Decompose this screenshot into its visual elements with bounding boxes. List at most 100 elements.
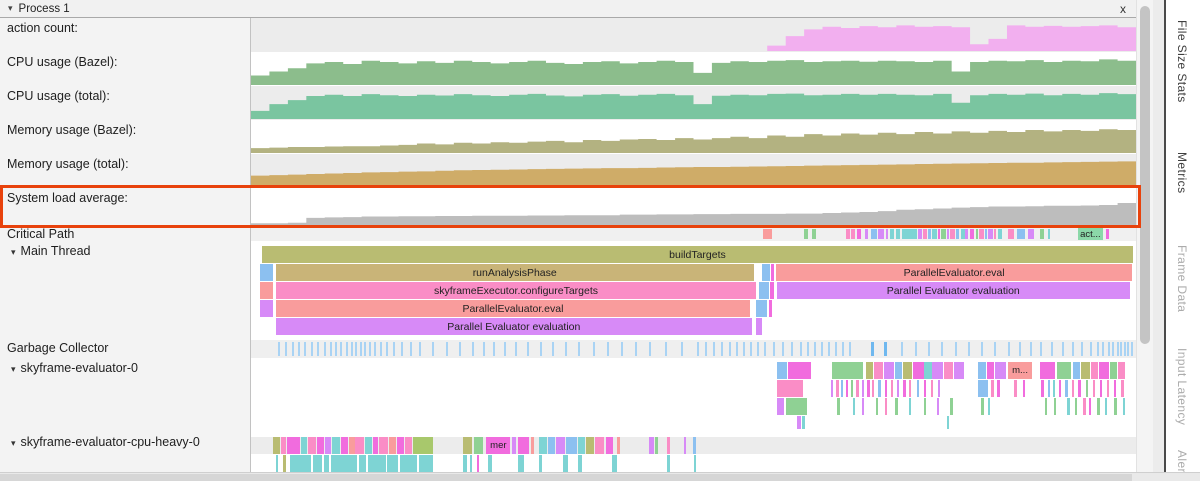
skyframe-evaluator-0-slice[interactable] [988, 398, 991, 415]
gc-event-tick[interactable] [790, 342, 793, 356]
track-area-cpu-usage-total[interactable] [251, 86, 1136, 120]
gc-event-tick[interactable] [757, 342, 760, 356]
skyframe-evaluator-0-slice[interactable] [953, 362, 965, 379]
skyframe-evaluator-0-slice[interactable] [776, 380, 804, 397]
skyframe-evaluator-cpu-heavy-0-slice[interactable] [379, 437, 389, 454]
skyframe-evaluator-0-slice[interactable] [909, 380, 912, 397]
skyframe-evaluator-cpu-heavy-0-slice[interactable] [548, 437, 556, 454]
skyframe-evaluator-0-slice[interactable] [924, 362, 932, 379]
gc-event-tick[interactable] [359, 342, 362, 356]
gc-event-tick[interactable] [277, 342, 280, 356]
skyframe-evaluator-cpu-heavy-0-slice[interactable] [585, 437, 595, 454]
skyframe-evaluator-cpu-heavy-0-slice[interactable] [666, 437, 671, 454]
skyframe-evaluator-0-slice[interactable] [1122, 398, 1126, 415]
skyframe-evaluator-cpu-heavy-0-slice[interactable] [683, 437, 687, 454]
critical-path-slice[interactable] [878, 229, 884, 239]
skyframe-evaluator-0-slice[interactable] [978, 380, 989, 397]
track-area-skyframe-evaluator-cpu-heavy-0[interactable]: mer [251, 432, 1136, 472]
gc-event-tick[interactable] [1040, 342, 1043, 356]
gc-event-tick[interactable] [311, 342, 314, 356]
skyframe-evaluator-cpu-heavy-0-slice[interactable] [301, 437, 307, 454]
skyframe-evaluator-cpu-heavy-0-slice[interactable] [469, 455, 473, 472]
track-area-system-load-average[interactable] [251, 188, 1136, 227]
gc-event-tick[interactable] [681, 342, 684, 356]
skyframe-evaluator-cpu-heavy-0-slice[interactable] [518, 437, 529, 454]
critical-path-slice[interactable] [857, 229, 861, 239]
skyframe-evaluator-0-slice[interactable] [1098, 362, 1110, 379]
main-thread-slice[interactable] [758, 282, 769, 299]
skyframe-evaluator-0-slice[interactable] [946, 416, 950, 429]
skyframe-evaluator-cpu-heavy-0-slice[interactable] [404, 437, 413, 454]
main-thread-slice[interactable] [771, 264, 775, 281]
critical-path-slice[interactable] [965, 229, 968, 239]
gc-event-tick[interactable] [297, 342, 300, 356]
main-thread-slice[interactable] [770, 282, 775, 299]
skyframe-evaluator-cpu-heavy-0-slice[interactable] [488, 455, 492, 472]
gc-event-tick[interactable] [1029, 342, 1032, 356]
gc-event-tick[interactable] [335, 342, 338, 356]
critical-path-slice[interactable] [922, 229, 928, 239]
gc-event-tick[interactable] [635, 342, 638, 356]
skyframe-evaluator-cpu-heavy-0-slice-mer[interactable]: mer [486, 437, 511, 454]
gc-event-tick[interactable] [1019, 342, 1022, 356]
main-thread-slice[interactable] [756, 318, 762, 335]
skyframe-evaluator-0-slice[interactable] [797, 416, 801, 429]
gc-event-tick[interactable] [981, 342, 984, 356]
skyframe-evaluator-0-slice[interactable] [1078, 380, 1082, 397]
collapse-icon[interactable]: ▾ [8, 3, 13, 13]
skyframe-evaluator-0-slice[interactable] [890, 380, 894, 397]
skyframe-evaluator-0-slice[interactable] [1085, 380, 1088, 397]
cpu_bazel-chart[interactable] [251, 57, 1136, 85]
skyframe-evaluator-0-slice[interactable] [1106, 380, 1110, 397]
skyframe-evaluator-0-slice[interactable] [788, 362, 812, 379]
skyframe-evaluator-cpu-heavy-0-slice[interactable] [616, 437, 621, 454]
skyframe-evaluator-0-slice[interactable] [1082, 398, 1086, 415]
gc-event-tick[interactable] [1107, 342, 1110, 356]
skyframe-evaluator-0-slice[interactable] [1041, 380, 1044, 397]
skyframe-evaluator-cpu-heavy-0-slice[interactable] [325, 437, 331, 454]
skyframe-evaluator-cpu-heavy-0-slice[interactable] [419, 455, 434, 472]
main-thread-slice[interactable] [259, 264, 274, 281]
skyframe-evaluator-0-slice[interactable] [776, 362, 788, 379]
main-thread-slice-parallelevaluator-eval[interactable]: ParallelEvaluator.eval [775, 264, 1133, 281]
gc-event-tick[interactable] [1112, 342, 1115, 356]
gc-event-tick[interactable] [504, 342, 507, 356]
main-thread-slice-buildtargets[interactable]: buildTargets [261, 246, 1134, 263]
vertical-scrollbar-thumb[interactable] [1140, 6, 1150, 344]
skyframe-evaluator-0-slice[interactable] [1073, 362, 1081, 379]
skyframe-evaluator-cpu-heavy-0-slice[interactable] [281, 437, 287, 454]
skyframe-evaluator-0-slice[interactable] [884, 398, 887, 415]
skyframe-evaluator-0-slice[interactable] [872, 380, 875, 397]
skyframe-evaluator-cpu-heavy-0-slice[interactable] [530, 437, 535, 454]
gc-event-tick[interactable] [380, 342, 383, 356]
main-thread-slice-runanalysisphase[interactable]: runAnalysisPhase [275, 264, 754, 281]
collapse-icon[interactable]: ▾ [11, 438, 16, 448]
skyframe-evaluator-cpu-heavy-0-slice[interactable] [397, 437, 405, 454]
skyframe-evaluator-cpu-heavy-0-slice[interactable] [538, 437, 548, 454]
gc-event-tick[interactable] [1072, 342, 1075, 356]
gc-event-tick[interactable] [835, 342, 838, 356]
skyframe-evaluator-0-slice[interactable] [930, 380, 934, 397]
skyframe-evaluator-cpu-heavy-0-slice[interactable] [612, 455, 617, 472]
sidebar-tab-input-latency[interactable]: Input Latency [1175, 348, 1189, 426]
skyframe-evaluator-cpu-heavy-0-slice[interactable] [649, 437, 654, 454]
skyframe-evaluator-0-slice[interactable] [874, 362, 883, 379]
skyframe-evaluator-0-slice[interactable] [1074, 398, 1077, 415]
critical-path-slice[interactable] [870, 229, 877, 239]
skyframe-evaluator-cpu-heavy-0-slice[interactable] [476, 455, 479, 472]
track-area-skyframe-evaluator-0[interactable]: m... [251, 358, 1136, 432]
gc-event-tick[interactable] [565, 342, 568, 356]
gc-event-tick[interactable] [967, 342, 970, 356]
gc-event-tick[interactable] [1081, 342, 1084, 356]
skyframe-evaluator-0-slice[interactable] [883, 362, 895, 379]
vertical-scrollbar[interactable] [1136, 0, 1153, 472]
critical-path-slice[interactable] [762, 229, 773, 239]
skyframe-evaluator-0-slice[interactable] [1039, 362, 1056, 379]
gc-event-tick[interactable] [410, 342, 413, 356]
gc-event-tick[interactable] [849, 342, 852, 356]
skyframe-evaluator-cpu-heavy-0-slice[interactable] [578, 455, 582, 472]
skyframe-evaluator-0-slice[interactable] [851, 380, 854, 397]
critical-path-slice[interactable] [937, 229, 941, 239]
skyframe-evaluator-0-slice[interactable] [1081, 362, 1090, 379]
skyframe-evaluator-0-slice[interactable] [1097, 398, 1100, 415]
